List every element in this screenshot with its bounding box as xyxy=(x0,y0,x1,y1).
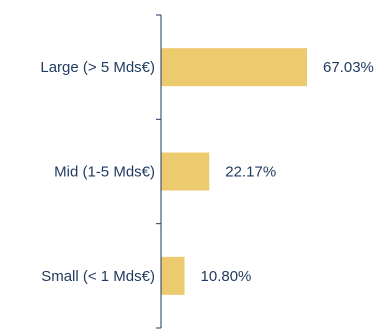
data-label-2: 10.80% xyxy=(201,268,252,285)
category-label-0: Large (> 5 Mds€) xyxy=(40,59,155,76)
bar-2 xyxy=(161,256,185,295)
category-label-1: Mid (1-5 Mds€) xyxy=(54,164,155,181)
data-label-0: 67.03% xyxy=(323,59,374,76)
bar-0 xyxy=(161,48,307,87)
category-label-2: Small (< 1 Mds€) xyxy=(41,268,155,285)
bar-1 xyxy=(161,152,210,191)
data-label-1: 22.17% xyxy=(225,164,276,181)
